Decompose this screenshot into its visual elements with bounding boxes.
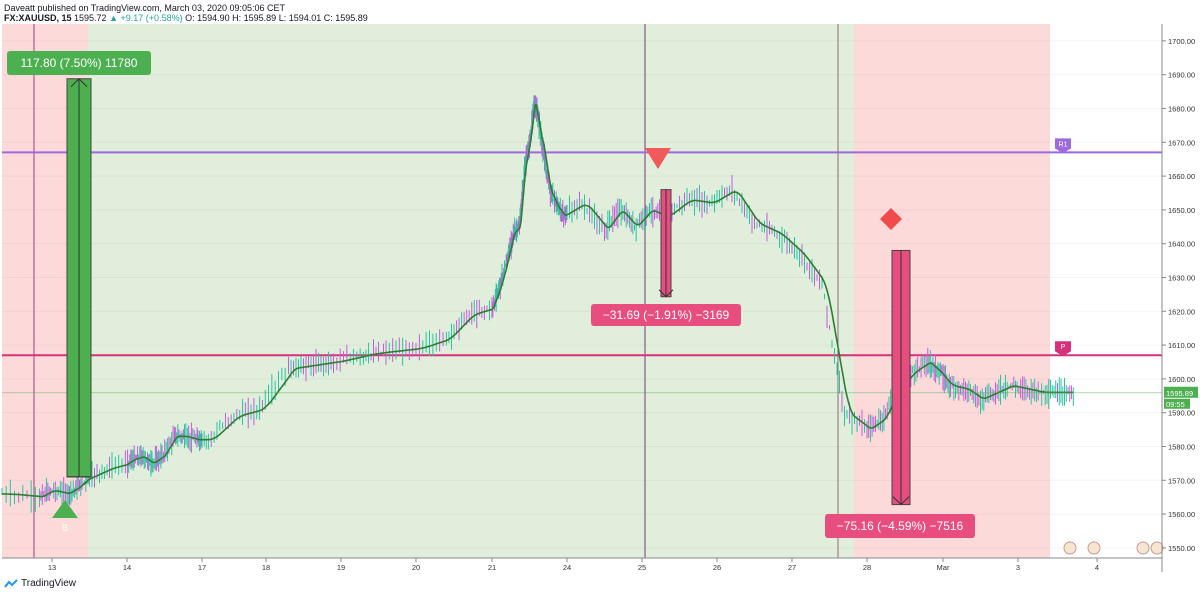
x-tick-label: 18	[262, 563, 270, 572]
y-tick-label: 1640.00	[1168, 240, 1195, 249]
y-tick-label: 1600.00	[1168, 375, 1195, 384]
trade-short-2-arrow-icon	[892, 250, 910, 506]
x-tick-label: 17	[198, 563, 206, 572]
long-zone	[88, 24, 854, 558]
y-tick-label: 1670.00	[1168, 138, 1195, 147]
event-flag-icon[interactable]	[1087, 541, 1101, 555]
x-tick-label: 13	[48, 563, 56, 572]
x-tick-label: 14	[123, 563, 131, 572]
y-tick-label: 1680.00	[1168, 104, 1195, 113]
buy-signal-label: B	[62, 523, 68, 533]
level-tag-shape	[1055, 138, 1071, 154]
last-price-text: 1595.72	[74, 13, 107, 23]
trade-long-arrow-icon	[70, 78, 88, 477]
x-tick-label: 4	[1095, 563, 1099, 572]
trade-long-label: 117.80 (7.50%) 11780	[21, 56, 138, 70]
level-tag-r1: R1	[1055, 138, 1071, 154]
y-tick-label: 1570.00	[1168, 476, 1195, 485]
symbol-label: FX:XAUUSD, 15	[4, 13, 72, 23]
short-zone-2	[854, 24, 1050, 558]
event-flag-icon[interactable]	[1150, 541, 1164, 555]
y-tick-label: 1550.00	[1168, 544, 1195, 553]
high-value: H: 1595.89	[232, 13, 277, 23]
x-tick-label: 27	[788, 563, 796, 572]
trade-short-2-label: −75.16 (−4.59%) −7516	[837, 519, 964, 533]
trade-short-1-arrow-icon	[658, 189, 674, 298]
footer: TradingView	[4, 578, 76, 589]
x-tick-label: 20	[412, 563, 420, 572]
tradingview-logo-icon	[4, 578, 18, 588]
open-value: O: 1594.90	[185, 13, 230, 23]
change-arrow-icon: ▲	[109, 13, 119, 23]
x-tick-label: 24	[563, 563, 571, 572]
exit-signal-icon	[880, 208, 902, 230]
sell-signal-icon	[645, 148, 671, 169]
y-tick-label: 1590.00	[1168, 409, 1195, 418]
moving-average-line	[1, 103, 1074, 498]
last-price-badge	[1164, 386, 1198, 398]
trade-long-label-box	[7, 51, 151, 75]
y-tick-label: 1610.00	[1168, 341, 1195, 350]
x-tick-label: 19	[337, 563, 345, 572]
x-tick-label: 26	[713, 563, 721, 572]
close-value: C: 1595.89	[323, 13, 368, 23]
level-tag-p: P	[1055, 341, 1071, 357]
countdown-value: 09:55	[1166, 400, 1185, 409]
low-value: L: 1594.01	[278, 13, 322, 23]
x-tick-label: 25	[638, 563, 646, 572]
last-price-value: 1595.89	[1166, 389, 1193, 398]
level-tag-label: R1	[1059, 141, 1068, 148]
buy-signal-icon	[52, 500, 78, 518]
x-tick-label: Mar	[937, 563, 950, 572]
y-tick-label: 1700.00	[1168, 37, 1195, 46]
x-tick-label: 3	[1016, 563, 1020, 572]
level-tag-shape	[1055, 341, 1071, 357]
x-tick-label: 21	[488, 563, 496, 572]
trade-short-1-label: −31.69 (−1.91%) −3169	[603, 308, 730, 322]
countdown-badge	[1164, 398, 1190, 409]
event-flag-icon[interactable]	[1136, 541, 1150, 555]
y-tick-label: 1660.00	[1168, 172, 1195, 181]
y-tick-label: 1560.00	[1168, 510, 1195, 519]
event-flag-icon[interactable]	[1063, 541, 1077, 555]
y-tick-label: 1630.00	[1168, 273, 1195, 282]
y-tick-label: 1580.00	[1168, 442, 1195, 451]
level-tag-label: P	[1061, 344, 1066, 351]
y-tick-label: 1620.00	[1168, 307, 1195, 316]
y-tick-label: 1690.00	[1168, 71, 1195, 80]
x-tick-label: 28	[863, 563, 871, 572]
footer-brand: TradingView	[21, 578, 77, 589]
publish-info: Daveatt published on TradingView.com, Ma…	[4, 3, 286, 13]
trade-short-2-label-box	[825, 514, 975, 538]
ohlc-legend: FX:XAUUSD, 15 1595.72 ▲ +9.17 (+0.58%) O…	[4, 13, 368, 23]
trade-short-1-label-box	[591, 304, 741, 326]
y-tick-label: 1650.00	[1168, 206, 1195, 215]
change-text: +9.17 (+0.58%)	[120, 13, 183, 23]
